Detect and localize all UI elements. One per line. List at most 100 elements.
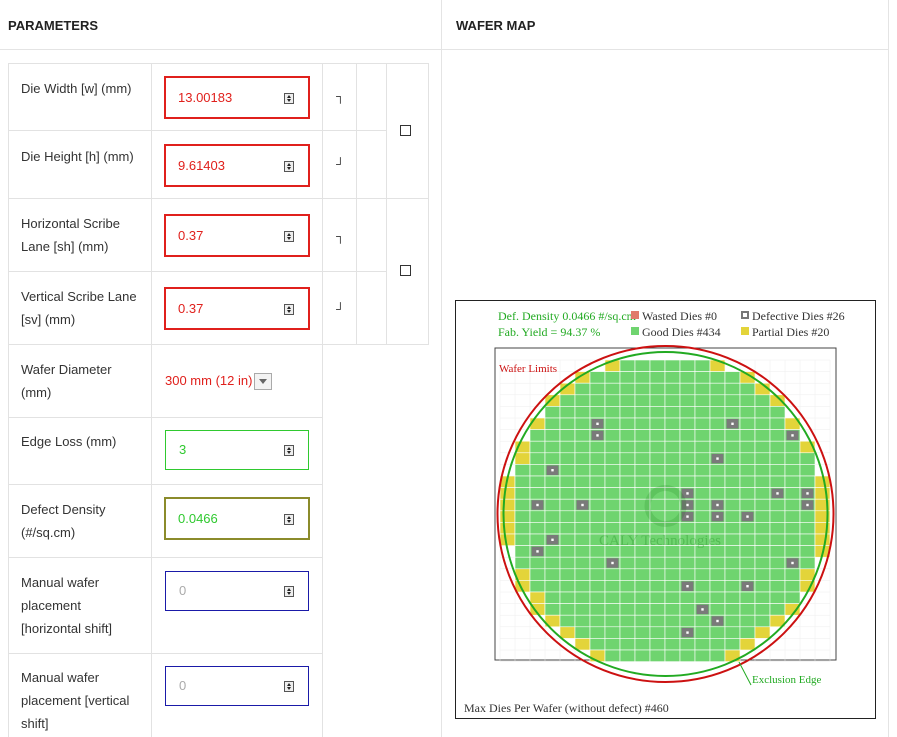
good-die <box>784 440 801 454</box>
exclusion-pointer <box>738 661 752 686</box>
good-die <box>544 498 561 512</box>
wafer-diameter-select[interactable]: 300 mm (12 in) <box>165 371 273 391</box>
scribe-h-input[interactable]: 0.37 <box>164 214 310 257</box>
good-die <box>589 556 606 570</box>
good-die <box>604 487 621 500</box>
edge-loss-input[interactable]: 3 <box>165 430 309 470</box>
good-die <box>589 614 606 628</box>
good-die <box>679 359 696 372</box>
good-die <box>619 440 636 454</box>
shift-h-spinner[interactable] <box>284 586 294 597</box>
good-die <box>709 638 726 651</box>
good-die <box>559 580 576 593</box>
lock-die-ratio-checkbox[interactable] <box>400 125 411 136</box>
good-die <box>574 487 591 500</box>
defect-density-spinner[interactable] <box>284 514 294 525</box>
scribe-h-spinner[interactable] <box>284 231 294 242</box>
good-die <box>649 556 666 570</box>
good-die <box>709 603 726 616</box>
good-die <box>754 452 771 465</box>
good-die <box>769 591 786 604</box>
good-die <box>574 603 591 616</box>
good-die <box>679 649 696 662</box>
defect-density-input[interactable]: 0.0466 <box>164 497 310 540</box>
good-die <box>619 452 636 465</box>
partial-die <box>514 452 531 465</box>
edge-loss-spinner[interactable] <box>284 445 294 456</box>
die-width-input[interactable]: 13.00183 <box>164 76 310 119</box>
defect-dot <box>806 492 809 495</box>
good-die <box>649 626 666 639</box>
good-die <box>754 429 771 442</box>
good-die <box>544 452 561 465</box>
good-die <box>664 406 681 419</box>
good-die <box>724 626 741 639</box>
good-die <box>604 394 621 407</box>
good-die <box>589 603 606 616</box>
good-die <box>664 603 681 616</box>
shift-v-spinner[interactable] <box>284 681 294 692</box>
good-die <box>664 394 681 407</box>
defect-dot <box>686 585 689 588</box>
good-die <box>604 510 621 523</box>
lock-scribe-ratio-checkbox[interactable] <box>400 265 411 276</box>
good-die <box>634 382 651 396</box>
partial-die <box>529 417 546 430</box>
good-die <box>574 464 591 477</box>
scribe-v-input[interactable]: 0.37 <box>164 287 310 330</box>
good-die <box>784 475 801 488</box>
good-die <box>769 603 786 616</box>
good-die <box>709 649 726 662</box>
good-die <box>754 464 771 477</box>
good-die <box>769 510 786 523</box>
scribe-v-spinner[interactable] <box>284 304 294 315</box>
bracket-top-2: ┐ <box>336 229 345 243</box>
good-die <box>664 382 681 396</box>
partial-legend: Partial Dies #20 <box>752 325 830 339</box>
good-die <box>784 452 801 465</box>
die-height-input[interactable]: 9.61403 <box>164 144 310 187</box>
good-die <box>769 440 786 454</box>
partial-die <box>499 522 516 535</box>
chevron-down-icon[interactable] <box>254 373 273 391</box>
shift-h-input[interactable]: 0 <box>165 571 309 611</box>
good-die <box>664 649 681 662</box>
good-die <box>619 475 636 488</box>
good-die <box>769 452 786 465</box>
good-die <box>784 487 801 500</box>
good-die <box>604 591 621 604</box>
good-die <box>529 533 546 546</box>
good-die <box>634 556 651 570</box>
good-die <box>799 522 816 535</box>
good-die <box>664 568 681 581</box>
good-die <box>634 417 651 430</box>
good-die <box>709 382 726 396</box>
good-die <box>574 522 591 535</box>
defect-dot <box>791 561 794 565</box>
good-die <box>649 452 666 465</box>
shift-h-label: Manual wafer placement [horizontal shift] <box>21 575 113 636</box>
partial-swatch <box>741 327 749 335</box>
shift-v-input[interactable]: 0 <box>165 666 309 706</box>
bracket-bottom-1: ┘ <box>336 157 345 171</box>
good-die <box>634 580 651 593</box>
good-die <box>649 464 666 477</box>
good-die <box>664 556 681 570</box>
good-die <box>694 371 711 384</box>
die-height-spinner[interactable] <box>284 161 294 172</box>
good-die <box>574 556 591 570</box>
good-die <box>649 568 666 581</box>
good-die <box>589 464 606 477</box>
good-die <box>724 498 741 512</box>
right-border <box>888 50 889 737</box>
good-die <box>634 614 651 628</box>
shift-h-placeholder: 0 <box>179 583 187 598</box>
die-width-spinner[interactable] <box>284 93 294 104</box>
good-die <box>559 487 576 500</box>
good-die <box>664 359 681 372</box>
watermark-text: CALY Technologies <box>599 533 722 549</box>
defect-dot <box>596 422 599 425</box>
good-die <box>754 591 771 604</box>
good-die <box>589 452 606 465</box>
good-die <box>709 394 726 407</box>
